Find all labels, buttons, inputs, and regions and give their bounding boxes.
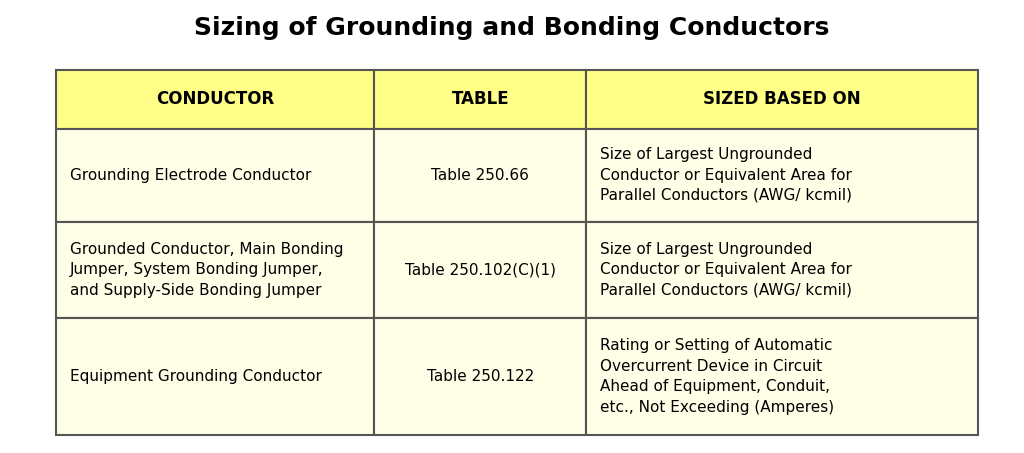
Text: Size of Largest Ungrounded
Conductor or Equivalent Area for
Parallel Conductors : Size of Largest Ungrounded Conductor or … [599, 147, 852, 203]
Text: Sizing of Grounding and Bonding Conductors: Sizing of Grounding and Bonding Conducto… [195, 16, 829, 40]
Bar [586, 70, 978, 129]
Bar [374, 318, 586, 435]
Bar [374, 70, 586, 129]
Text: Grounding Electrode Conductor: Grounding Electrode Conductor [70, 168, 311, 183]
Bar [56, 70, 374, 129]
Text: Equipment Grounding Conductor: Equipment Grounding Conductor [70, 369, 322, 384]
Bar [374, 129, 586, 222]
Text: SIZED BASED ON: SIZED BASED ON [703, 91, 861, 108]
Bar [374, 222, 586, 318]
Text: Grounded Conductor, Main Bonding
Jumper, System Bonding Jumper,
and Supply-Side : Grounded Conductor, Main Bonding Jumper,… [70, 242, 343, 298]
Text: Rating or Setting of Automatic
Overcurrent Device in Circuit
Ahead of Equipment,: Rating or Setting of Automatic Overcurre… [599, 338, 834, 414]
Bar [586, 318, 978, 435]
Bar [586, 129, 978, 222]
Text: Table 250.122: Table 250.122 [427, 369, 534, 384]
Text: Table 250.102(C)(1): Table 250.102(C)(1) [404, 262, 556, 277]
Bar [56, 222, 374, 318]
Text: Table 250.66: Table 250.66 [431, 168, 529, 183]
Text: Size of Largest Ungrounded
Conductor or Equivalent Area for
Parallel Conductors : Size of Largest Ungrounded Conductor or … [599, 242, 852, 298]
Bar [586, 222, 978, 318]
Bar [56, 129, 374, 222]
Bar [56, 318, 374, 435]
Text: TABLE: TABLE [452, 91, 509, 108]
Text: CONDUCTOR: CONDUCTOR [157, 91, 274, 108]
